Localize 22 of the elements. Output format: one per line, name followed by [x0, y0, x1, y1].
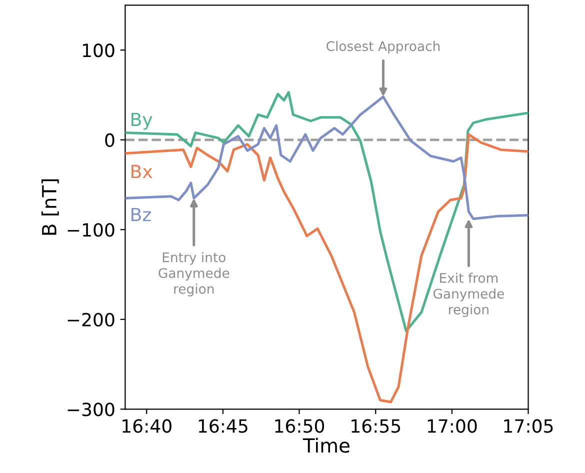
line-series — [125, 133, 528, 404]
line-series — [125, 91, 528, 332]
y-tick-label: 0 — [105, 133, 114, 147]
series-label: Bx — [132, 164, 152, 178]
y-axis-title: B [nT] — [42, 179, 59, 235]
x-tick-label: 16:45 — [198, 419, 248, 433]
x-tick-label: 16:50 — [275, 419, 324, 433]
line-series — [125, 96, 528, 220]
x-tick-label: 16:55 — [352, 419, 400, 433]
y-tick-label: −100 — [68, 223, 114, 237]
x-axis-title: Time — [302, 438, 350, 453]
series-label: Bz — [132, 208, 151, 222]
annotation: Entry into Ganymede region — [158, 252, 230, 296]
y-tick-label: −300 — [68, 402, 114, 416]
x-tick-label: 17:05 — [504, 419, 553, 433]
series-label: By — [132, 112, 152, 130]
y-tick-label: −200 — [68, 312, 114, 326]
annotation: Closest Approach — [326, 40, 440, 54]
x-tick-label: 16:40 — [122, 419, 172, 433]
x-tick-label: 17:00 — [428, 419, 477, 433]
annotation: Exit from Ganymede region — [433, 272, 504, 318]
y-tick-label: 100 — [82, 44, 114, 58]
